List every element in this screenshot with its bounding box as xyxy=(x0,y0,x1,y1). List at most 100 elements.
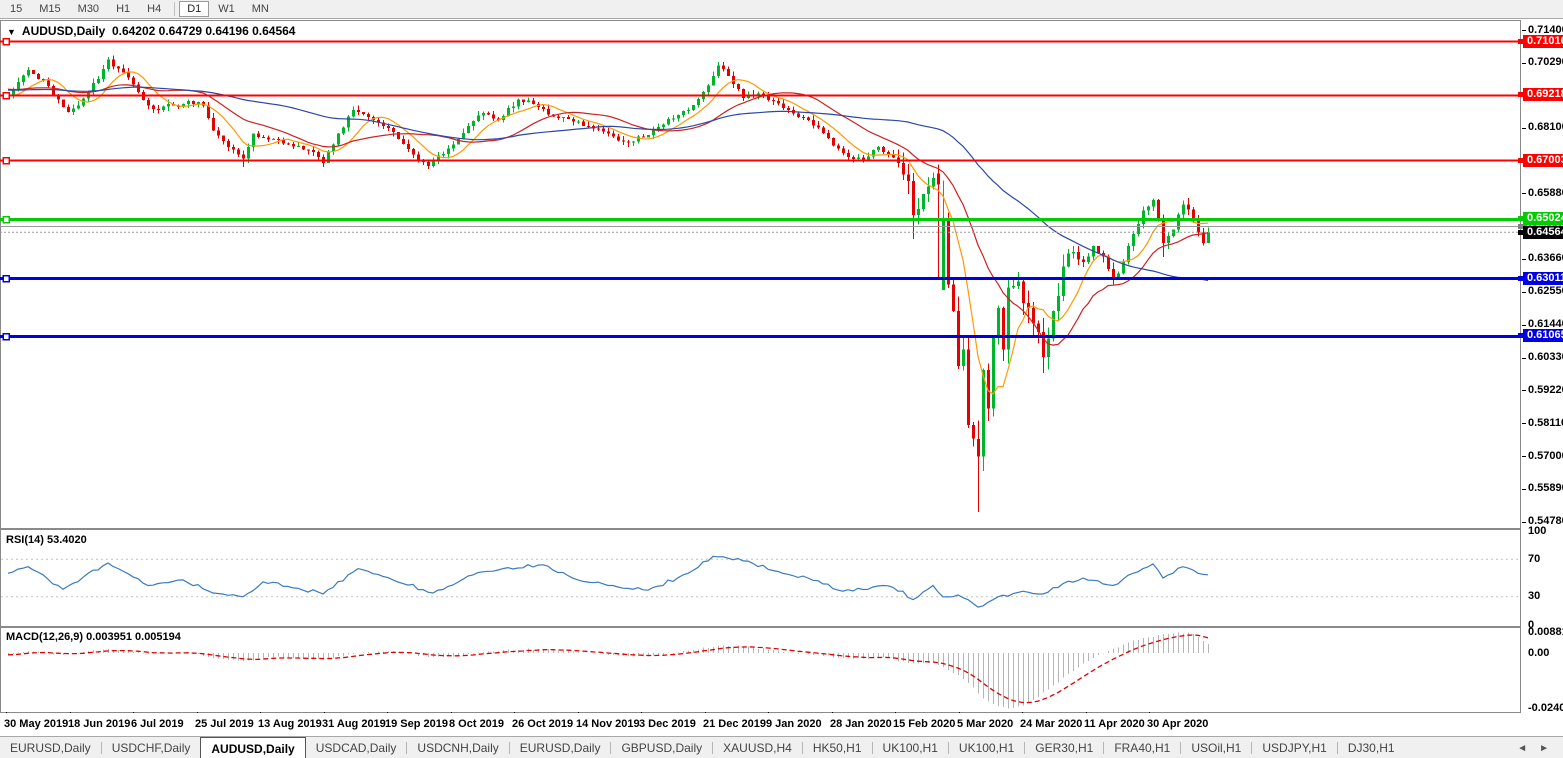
tab-separator xyxy=(100,742,102,754)
date-axis-label: 14 Nov 2019 xyxy=(576,718,640,730)
symbol-tab-UK100-H1[interactable]: UK100,H1 xyxy=(882,741,938,755)
rsi-axis-label: 30 xyxy=(1528,590,1541,603)
axis-tick xyxy=(1522,193,1526,195)
axis-tick xyxy=(1522,521,1526,523)
date-axis-label: 26 Oct 2019 xyxy=(512,718,574,730)
axis-tick xyxy=(1522,30,1526,31)
tab-separator xyxy=(1103,742,1105,754)
axis-tick xyxy=(1522,291,1526,293)
rsi-indicator-label: RSI(14) 53.4020 xyxy=(6,534,87,546)
price-axis-label: 0.54780 xyxy=(1528,515,1563,528)
tab-scroll-arrows: ◄ ► xyxy=(1517,737,1563,758)
axis-tick xyxy=(1522,62,1526,64)
main-panel-frame xyxy=(0,20,1521,529)
macd-panel-frame xyxy=(0,627,1521,713)
rsi-axis-label: 100 xyxy=(1528,524,1547,537)
hline-handle-icon[interactable] xyxy=(2,91,10,100)
macd-axis-label: 0.008815 xyxy=(1528,626,1563,639)
date-axis: 30 May 2019 18 Jun 2019 6 Jul 2019 25 Jul 2… xyxy=(0,713,1521,735)
symbol-tab-AUDUSD-Daily[interactable]: AUDUSD,Daily xyxy=(200,737,306,758)
axis-tick xyxy=(1522,324,1526,326)
symbol-tab-GBPUSD-Daily[interactable]: GBPUSD,Daily xyxy=(621,741,703,755)
rsi-panel-frame xyxy=(0,529,1521,627)
symbol-tab-USOil-H1[interactable]: USOil,H1 xyxy=(1191,741,1242,755)
macd-axis-label: 0.00 xyxy=(1528,646,1550,659)
date-axis-label: 24 Mar 2020 xyxy=(1020,718,1083,730)
symbol-tab-HK50-H1[interactable]: HK50,H1 xyxy=(812,741,862,755)
date-axis-label: 21 Dec 2019 xyxy=(703,718,766,730)
symbol-tab-XAUUSD-H4[interactable]: XAUUSD,H4 xyxy=(723,741,792,755)
axis-tick xyxy=(1522,357,1526,359)
tab-separator xyxy=(947,742,949,754)
date-axis-label: 13 Aug 2019 xyxy=(258,718,322,730)
price-badge-0.71016: 0.71016 xyxy=(1518,34,1563,48)
tab-scroll-left-icon[interactable]: ◄ xyxy=(1517,742,1528,754)
price-badge-0.69218: 0.69218 xyxy=(1518,88,1563,102)
price-badge-0.65024: 0.65024 xyxy=(1518,212,1563,226)
symbol-tab-DJ30-H1[interactable]: DJ30,H1 xyxy=(1347,741,1395,755)
price-badge-0.61065: 0.61065 xyxy=(1518,329,1563,343)
axis-tick xyxy=(1522,390,1526,392)
rsi-axis-label: 70 xyxy=(1528,552,1541,565)
date-axis-label: 30 Apr 2020 xyxy=(1147,718,1209,730)
date-axis-label: 11 Apr 2020 xyxy=(1084,718,1145,730)
macd-axis-label: -0.024082 xyxy=(1528,702,1563,715)
chart-ohlc-values: 0.64202 0.64729 0.64196 0.64564 xyxy=(111,24,296,38)
price-badge-0.64564: 0.64564 xyxy=(1518,225,1563,239)
symbol-tab-UK100-H1[interactable]: UK100,H1 xyxy=(958,741,1015,755)
timeframe-button-W1[interactable]: W1 xyxy=(218,3,235,15)
symbol-tab-USDCAD-Daily[interactable]: USDCAD,Daily xyxy=(315,741,397,755)
axis-tick xyxy=(1522,423,1526,425)
tab-separator xyxy=(801,742,803,754)
price-axis: 0.714000.702900.681000.658800.647700.636… xyxy=(1518,19,1563,735)
date-axis-label: 9 Jan 2020 xyxy=(766,718,822,730)
axis-tick xyxy=(1522,258,1526,260)
rsi-line xyxy=(7,555,1209,608)
symbol-tab-EURUSD-Daily[interactable]: EURUSD,Daily xyxy=(10,741,91,755)
candles-layer xyxy=(7,55,1210,513)
axis-tick xyxy=(1522,127,1526,129)
date-axis-label: 28 Jan 2020 xyxy=(830,718,892,730)
date-axis-label: 25 Jul 2019 xyxy=(195,718,254,730)
date-axis-label: 3 Dec 2019 xyxy=(639,718,696,730)
timeframe-button-15[interactable]: 15 xyxy=(10,3,23,15)
chevron-down-icon[interactable]: ▼ xyxy=(7,27,16,37)
timeframe-button-MN[interactable]: MN xyxy=(251,3,269,15)
hline-handle-icon[interactable] xyxy=(2,215,10,224)
symbol-tab-USDJPY-H1[interactable]: USDJPY,H1 xyxy=(1262,741,1327,755)
timeframe-button-D1[interactable]: D1 xyxy=(179,1,210,17)
tab-separator xyxy=(1180,742,1182,754)
hline-handle-icon[interactable] xyxy=(2,37,10,46)
toolbar-separator xyxy=(174,2,176,16)
tab-separator xyxy=(1336,742,1338,754)
chart-title: ▼ AUDUSD,Daily 0.64202 0.64729 0.64196 0.… xyxy=(7,24,295,38)
symbol-tab-EURUSD-Daily[interactable]: EURUSD,Daily xyxy=(519,741,601,755)
tab-scroll-right-icon[interactable]: ► xyxy=(1539,742,1549,754)
macd-signal-line xyxy=(7,634,1209,704)
symbol-tab-GER30-H1[interactable]: GER30,H1 xyxy=(1035,741,1094,755)
price-badge-0.63011: 0.63011 xyxy=(1518,271,1563,285)
axis-tick xyxy=(1522,488,1526,490)
hline-handle-icon[interactable] xyxy=(2,332,10,341)
timeframe-button-M30[interactable]: M30 xyxy=(77,3,100,15)
hline-handle-icon[interactable] xyxy=(2,274,10,283)
timeframe-button-H4[interactable]: H4 xyxy=(147,3,162,15)
date-axis-label: 19 Sep 2019 xyxy=(385,718,448,730)
symbol-tab-USDCHF-Daily[interactable]: USDCHF,Daily xyxy=(111,741,191,755)
timeframe-button-H1[interactable]: H1 xyxy=(116,3,131,15)
timeframe-button-M15[interactable]: M15 xyxy=(39,3,61,15)
symbol-tab-FRA40-H1[interactable]: FRA40,H1 xyxy=(1114,741,1171,755)
symbol-tab-USDCNH-Daily[interactable]: USDCNH,Daily xyxy=(417,741,499,755)
date-axis-label: 5 Mar 2020 xyxy=(957,718,1014,730)
hline-handle-icon[interactable] xyxy=(2,156,10,165)
